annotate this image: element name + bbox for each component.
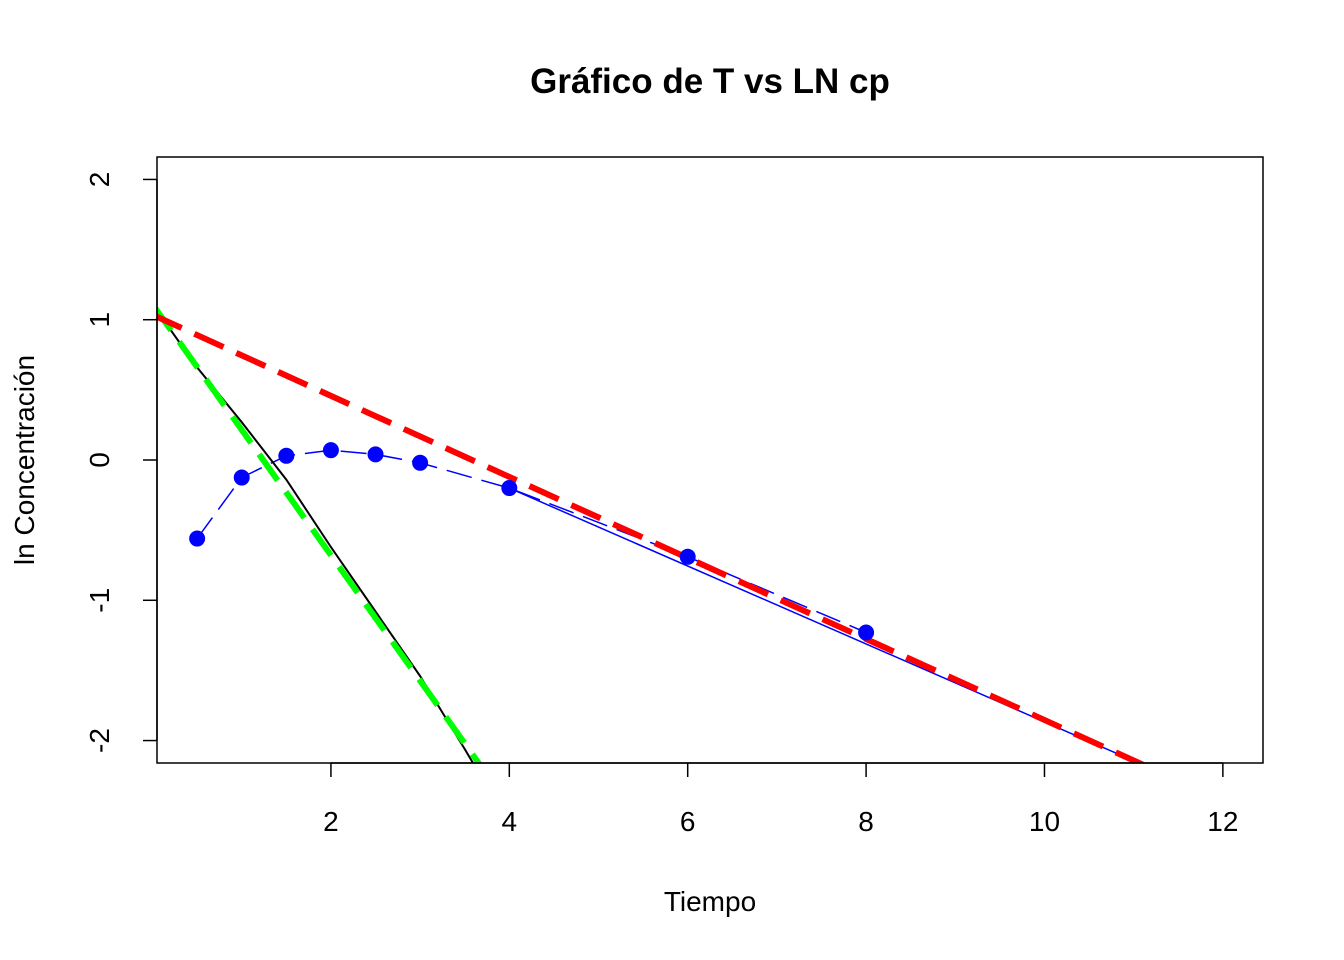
x-tick-label: 4: [502, 806, 518, 837]
data-point: [501, 480, 518, 497]
data-point: [412, 454, 429, 471]
series-layer: [157, 305, 1147, 763]
x-tick-label: 12: [1207, 806, 1238, 837]
data-point: [367, 446, 384, 463]
series-line-observed: [196, 449, 867, 634]
x-tick-label: 8: [858, 806, 874, 837]
y-tick-label: 2: [84, 172, 115, 188]
data-point: [233, 469, 250, 486]
x-axis: 2 4 6 8 10 12: [323, 762, 1238, 837]
series-line-fit-alpha: [157, 305, 483, 763]
chart-title: Gráfico de T vs LN cp: [530, 62, 890, 101]
data-point: [322, 442, 339, 459]
y-tick-label: -2: [84, 728, 115, 753]
data-point: [858, 624, 875, 641]
data-point: [679, 548, 696, 565]
plot-box: [156, 156, 1264, 764]
y-tick-label: 1: [84, 312, 115, 328]
y-tick-label: 0: [84, 452, 115, 468]
y-axis: -2 -1 0 1 2: [84, 172, 158, 753]
x-tick-label: 2: [323, 806, 339, 837]
y-tick-label: -1: [84, 588, 115, 613]
x-tick-label: 10: [1029, 806, 1060, 837]
series-line-fit-beta: [157, 313, 1147, 763]
y-axis-label: ln Concentración: [9, 355, 40, 565]
x-tick-label: 6: [680, 806, 696, 837]
x-axis-label: Tiempo: [664, 886, 756, 917]
data-point: [278, 447, 295, 464]
data-point: [189, 530, 206, 547]
